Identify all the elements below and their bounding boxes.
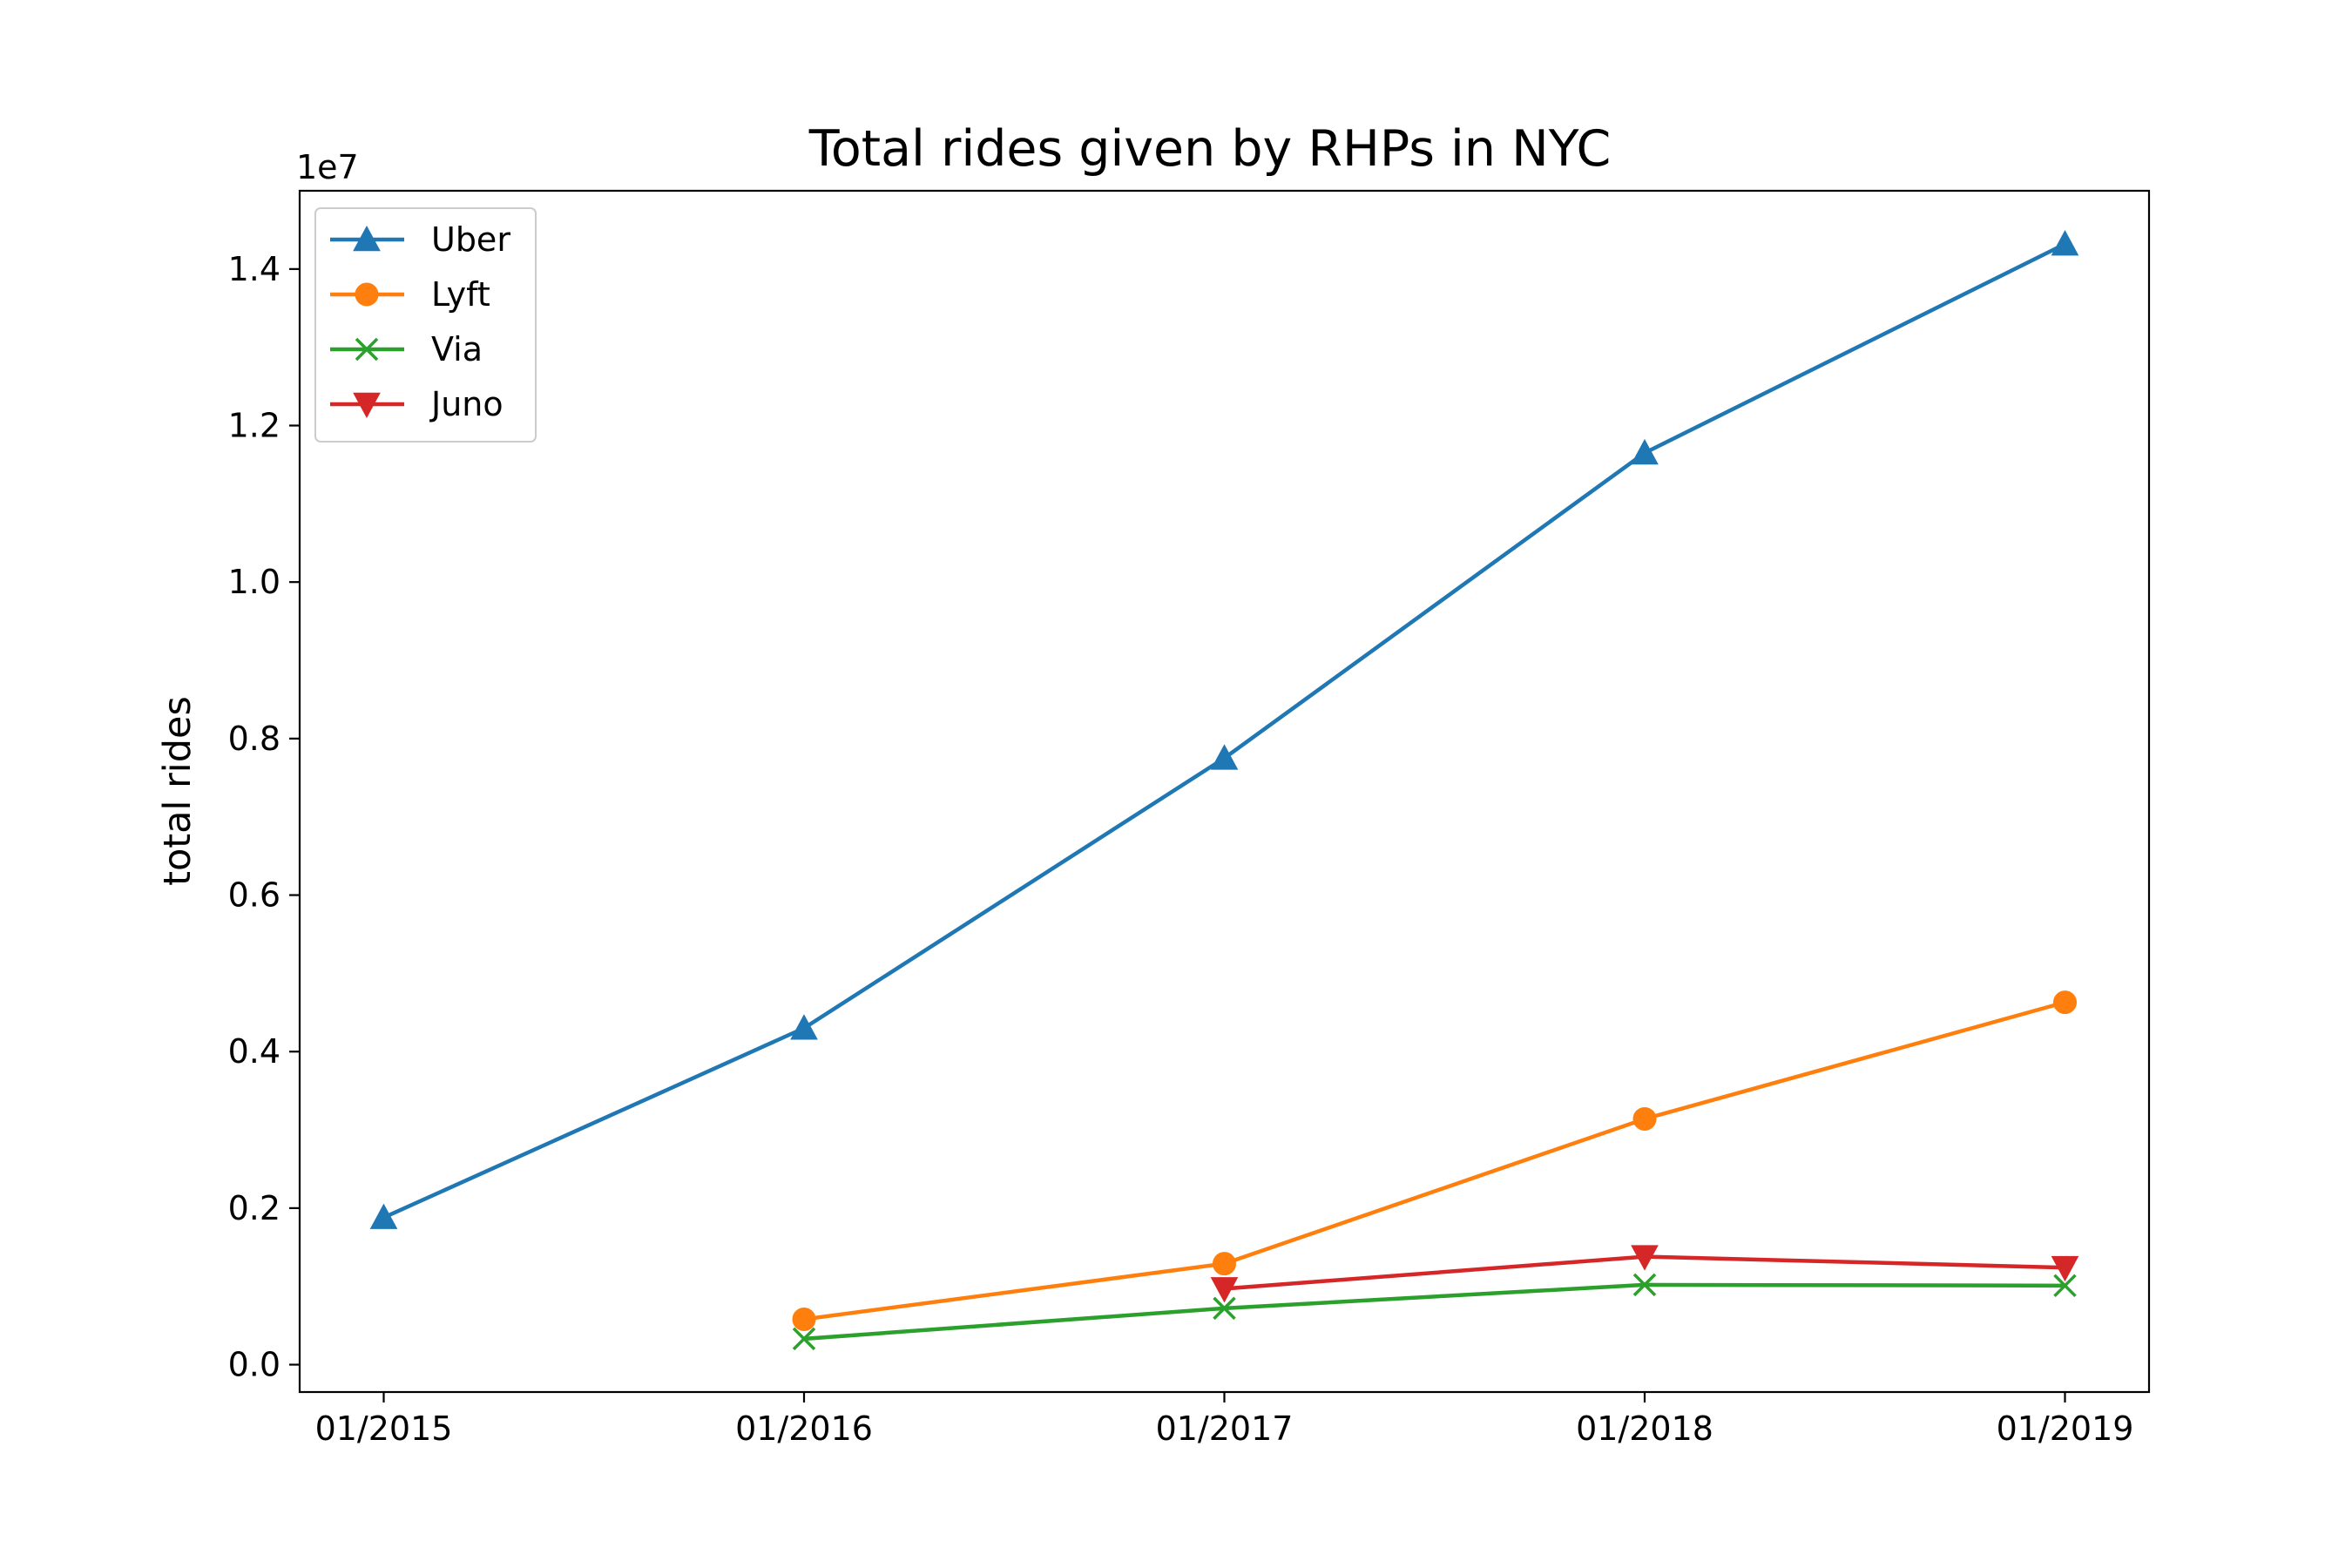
series-via-point xyxy=(792,1327,816,1351)
x-tick-label: 01/2019 xyxy=(1997,1409,2134,1448)
y-tick-label: 0.6 xyxy=(228,876,280,915)
y-tick-label: 0.8 xyxy=(228,720,280,758)
series-layer xyxy=(369,230,2079,1351)
legend-via-point xyxy=(355,337,379,362)
legend-uber-point xyxy=(353,225,381,252)
series-juno xyxy=(1210,1245,2079,1303)
legend-item-juno: Juno xyxy=(330,385,504,423)
series-lyft-point xyxy=(792,1307,816,1331)
y-tick-label: 1.4 xyxy=(228,250,280,288)
legend-item-lyft: Lyft xyxy=(330,275,490,314)
series-lyft-point xyxy=(2053,990,2077,1015)
legend-via-label: Via xyxy=(431,330,483,368)
series-juno-point xyxy=(2051,1255,2079,1282)
y-tick-label: 0.4 xyxy=(228,1032,280,1071)
series-via-point xyxy=(1632,1273,1657,1297)
series-uber-point xyxy=(1631,438,1659,465)
legend-juno-label: Juno xyxy=(429,385,504,423)
legend-box xyxy=(314,207,537,443)
series-lyft-point xyxy=(1213,1252,1236,1276)
y-tick-label: 1.0 xyxy=(228,563,280,601)
series-uber-point xyxy=(1210,744,1239,770)
y-axis-offset-label: 1e7 xyxy=(296,148,359,186)
x-tick-label: 01/2015 xyxy=(315,1409,453,1448)
legend-item-uber: Uber xyxy=(330,220,510,259)
series-juno-point xyxy=(1631,1245,1659,1271)
series-lyft xyxy=(792,990,2077,1331)
y-tick-label: 1.2 xyxy=(228,407,280,445)
x-tick-label: 01/2017 xyxy=(1156,1409,1294,1448)
series-uber xyxy=(369,230,2079,1229)
x-axis: 01/2015 01/2016 01/2017 01/2018 01/2019 xyxy=(315,1392,2134,1448)
y-axis-label: total rides xyxy=(156,696,199,886)
series-via-line xyxy=(801,1282,2067,1342)
legend-juno-point xyxy=(353,392,381,419)
y-tick-label: 0.0 xyxy=(228,1346,280,1384)
x-tick-label: 01/2018 xyxy=(1576,1409,1713,1448)
series-juno-point xyxy=(1210,1277,1239,1303)
y-tick-label: 0.2 xyxy=(228,1189,280,1227)
legend-lyft-point xyxy=(355,282,379,307)
legend-uber-label: Uber xyxy=(431,220,510,259)
series-via xyxy=(792,1273,2077,1351)
chart-title: Total rides given by RHPs in NYC xyxy=(808,120,1612,178)
series-lyft-line xyxy=(801,999,2068,1321)
legend: Uber Lyft Via Juno xyxy=(314,207,537,443)
x-tick-label: 01/2016 xyxy=(735,1409,873,1448)
series-uber-point xyxy=(790,1014,818,1040)
legend-lyft-label: Lyft xyxy=(431,275,490,314)
series-uber-point xyxy=(369,1203,398,1229)
series-lyft-point xyxy=(1632,1106,1657,1131)
series-uber-point xyxy=(2051,230,2079,256)
series-via-point xyxy=(1213,1296,1236,1321)
series-via-point xyxy=(2053,1274,2077,1298)
y-axis: 0.0 0.2 0.4 0.6 0.8 1.0 1.2 1.4 xyxy=(228,250,300,1384)
legend-item-via: Via xyxy=(330,330,483,368)
